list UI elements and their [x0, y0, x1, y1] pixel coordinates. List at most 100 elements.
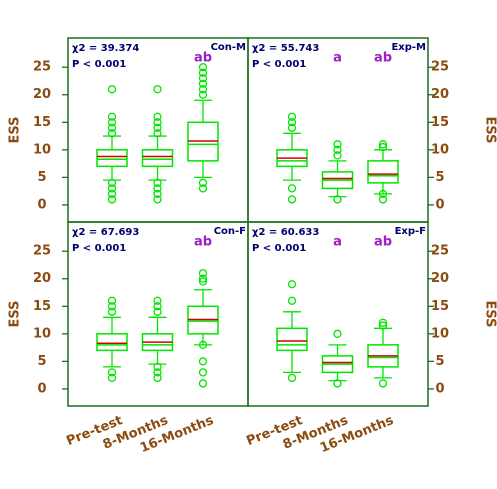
- y-tick-label: 0: [435, 197, 444, 212]
- outlier: [153, 123, 162, 132]
- stat-text: χ2 = 55.743: [252, 43, 319, 54]
- group-letter: ab: [374, 51, 392, 66]
- outlier: [153, 112, 162, 121]
- y-tick-label: 10: [33, 326, 51, 341]
- outlier: [107, 195, 117, 204]
- outlier: [153, 368, 162, 377]
- outlier: [287, 123, 297, 132]
- outlier: [198, 340, 208, 350]
- outlier: [107, 307, 117, 316]
- stat-text: P < 0.001: [252, 59, 306, 70]
- outlier: [378, 142, 388, 152]
- outlier: [333, 329, 342, 338]
- y-axis-label: ESS: [8, 300, 23, 327]
- y-tick-label: 10: [431, 326, 449, 341]
- outlier: [198, 379, 208, 388]
- outlier: [287, 195, 297, 204]
- outlier: [333, 195, 342, 204]
- outlier: [287, 280, 297, 289]
- outlier: [198, 178, 208, 188]
- group-letter: ab: [194, 51, 212, 66]
- y-tick-label: 5: [435, 170, 444, 185]
- group-letter: a: [333, 51, 342, 66]
- group-letter: ab: [194, 235, 212, 250]
- y-tick-label: 25: [33, 244, 51, 259]
- outlier: [153, 302, 162, 311]
- outlier: [287, 118, 297, 127]
- outlier: [153, 118, 162, 127]
- y-tick-label: 0: [37, 197, 46, 212]
- outlier: [153, 307, 162, 316]
- outlier: [153, 178, 162, 188]
- outlier: [378, 189, 388, 199]
- outlier: [153, 189, 162, 199]
- y-tick-label: 25: [431, 60, 449, 75]
- y-tick-label: 5: [37, 354, 46, 369]
- outlier: [198, 184, 208, 193]
- y-tick-label: 5: [435, 354, 444, 369]
- outlier: [378, 195, 388, 204]
- outlier: [153, 129, 162, 138]
- y-tick-label: 25: [431, 244, 449, 259]
- outlier: [153, 184, 162, 193]
- y-tick-label: 0: [37, 381, 46, 396]
- outlier: [107, 178, 117, 188]
- outlier: [198, 74, 208, 83]
- stat-text: P < 0.001: [72, 243, 126, 254]
- outlier: [153, 373, 162, 383]
- y-tick-label: 15: [33, 115, 51, 130]
- outlier: [153, 362, 162, 372]
- outlier: [198, 357, 208, 366]
- outlier: [198, 274, 208, 283]
- y-tick-label: 15: [33, 299, 51, 314]
- outlier: [107, 189, 117, 199]
- group-letter: a: [333, 235, 342, 250]
- outlier: [198, 269, 208, 278]
- panel-frame: [247, 221, 429, 407]
- outlier: [153, 296, 162, 305]
- panel-title: Exp-F: [395, 226, 426, 237]
- outlier: [107, 296, 117, 305]
- outlier: [153, 195, 162, 204]
- group-letter: ab: [374, 235, 392, 250]
- y-tick-label: 20: [431, 87, 449, 102]
- outlier: [333, 140, 342, 149]
- y-tick-label: 25: [33, 60, 51, 75]
- outlier: [107, 129, 117, 138]
- outlier: [198, 277, 208, 286]
- panel-title: Con-F: [214, 226, 246, 237]
- stat-text: χ2 = 67.693: [72, 227, 139, 238]
- outlier: [198, 368, 208, 377]
- y-tick-label: 20: [33, 271, 51, 286]
- box: [141, 149, 174, 168]
- box: [276, 327, 308, 352]
- y-tick-label: 0: [435, 381, 444, 396]
- panel-title: Con-M: [211, 42, 246, 53]
- y-axis-label: ESS: [8, 116, 23, 143]
- outlier: [287, 373, 297, 383]
- y-axis-label: ESS: [483, 116, 497, 143]
- outlier: [198, 90, 208, 99]
- box: [96, 333, 128, 352]
- outlier: [198, 63, 208, 72]
- outlier: [107, 112, 117, 121]
- outlier: [107, 118, 117, 127]
- y-tick-label: 15: [431, 299, 449, 314]
- outlier: [333, 151, 342, 160]
- y-tick-label: 10: [431, 142, 449, 157]
- outlier: [378, 321, 388, 330]
- outlier: [287, 184, 297, 193]
- box: [96, 149, 128, 168]
- outlier: [287, 296, 297, 305]
- outlier: [378, 318, 388, 327]
- y-tick-label: 10: [33, 142, 51, 157]
- panel-title: Exp-M: [391, 42, 426, 53]
- outlier: [107, 184, 117, 193]
- outlier: [287, 112, 297, 121]
- box: [367, 160, 399, 184]
- outlier: [107, 368, 117, 377]
- stat-text: P < 0.001: [252, 243, 306, 254]
- stat-text: χ2 = 39.374: [72, 43, 139, 54]
- y-tick-label: 20: [431, 271, 449, 286]
